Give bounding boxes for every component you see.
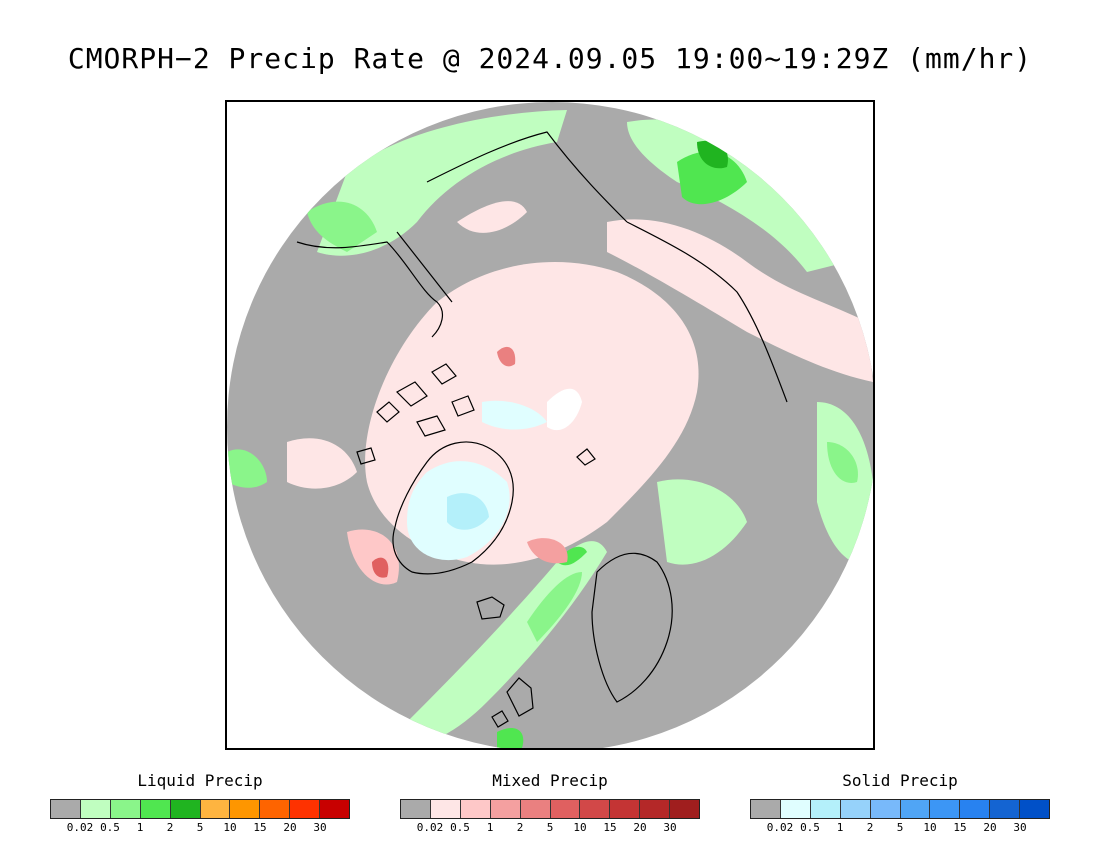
- liquid-area: [827, 442, 858, 483]
- legend-tick-label: 0.5: [450, 821, 470, 834]
- legend-swatch: [230, 800, 261, 818]
- legend-swatch: [751, 800, 781, 818]
- legend-tick-label: 15: [603, 821, 617, 834]
- legend-swatch: [840, 800, 871, 818]
- legend-swatch: [930, 800, 961, 818]
- legend-swatch: [401, 800, 431, 818]
- coastlines: [296, 131, 788, 728]
- liquid-area: [657, 479, 747, 565]
- legend-swatch: [460, 800, 491, 818]
- map-title: CMORPH−2 Precip Rate @ 2024.09.05 19:00~…: [67, 42, 1033, 75]
- legend-tick-label: 15: [953, 821, 967, 834]
- legend-swatch: [430, 800, 461, 818]
- legend-mixed: Mixed Precip 0.02 0.5 1 2 5 10 15 20 30: [400, 770, 700, 837]
- legend-swatch: [870, 800, 901, 818]
- legend-swatch: [110, 800, 141, 818]
- legend-tick-label: 15: [253, 821, 267, 834]
- mixed-area: [457, 201, 527, 233]
- legend-swatch: [550, 800, 581, 818]
- legend-mixed-ticks: 0.02 0.5 1 2 5 10 15 20 30: [400, 821, 700, 837]
- legend-tick-label: 0.02: [66, 821, 94, 834]
- legend-tick-label: 30: [1013, 821, 1027, 834]
- legend-tick-label: 5: [196, 821, 204, 834]
- legend-tick-label: 1: [486, 821, 494, 834]
- legend-tick-label: 10: [223, 821, 237, 834]
- mixed-area: [372, 557, 389, 578]
- legend-swatch: [260, 800, 291, 818]
- legend-tick-label: 20: [283, 821, 297, 834]
- legend-mixed-colorbar: [400, 799, 700, 819]
- legend-tick-label: 0.5: [800, 821, 820, 834]
- legend-tick-label: 30: [313, 821, 327, 834]
- legend-tick-label: 1: [136, 821, 144, 834]
- solid-area: [447, 493, 489, 530]
- legend-tick-label: 2: [866, 821, 874, 834]
- legend-swatch: [51, 800, 81, 818]
- legend-swatch: [520, 800, 551, 818]
- liquid-area: [307, 201, 377, 252]
- legend-swatch: [900, 800, 931, 818]
- legend-tick-label: 2: [166, 821, 174, 834]
- legend-tick-label: 20: [633, 821, 647, 834]
- liquid-area: [497, 727, 524, 748]
- liquid-area: [677, 151, 747, 205]
- mixed-area: [287, 438, 357, 489]
- legend-tick-label: 0.02: [416, 821, 444, 834]
- polar-map-frame: [225, 100, 875, 750]
- polar-map: [227, 102, 873, 748]
- legend-swatch: [290, 800, 321, 818]
- legend-liquid-title: Liquid Precip: [137, 771, 263, 790]
- legend-liquid-colorbar: [50, 799, 350, 819]
- legend-solid-title: Solid Precip: [842, 771, 958, 790]
- mixed-area: [607, 219, 873, 382]
- legend-swatch: [580, 800, 611, 818]
- precip-areas: [227, 110, 873, 748]
- liquid-area: [227, 449, 267, 488]
- legend-tick-label: 10: [573, 821, 587, 834]
- legend-swatch: [670, 800, 700, 818]
- legend-swatch: [990, 800, 1021, 818]
- legend-liquid-ticks: 0.02 0.5 1 2 5 10 15 20 30: [50, 821, 350, 837]
- legend-tick-label: 1: [836, 821, 844, 834]
- legend-swatch: [1020, 800, 1050, 818]
- legend-liquid: Liquid Precip 0.02 0.5 1 2 5 10 15 20 30: [50, 770, 350, 837]
- legend-tick-label: 2: [516, 821, 524, 834]
- liquid-area: [627, 119, 847, 272]
- legend-solid: Solid Precip 0.02 0.5 1 2 5 10 15 20 30: [750, 770, 1050, 837]
- legend-swatch: [140, 800, 171, 818]
- legend-tick-label: 30: [663, 821, 677, 834]
- legend-tick-label: 5: [896, 821, 904, 834]
- mixed-area: [497, 346, 516, 367]
- legend-tick-label: 0.5: [100, 821, 120, 834]
- legend-swatch: [610, 800, 641, 818]
- legend-swatch: [640, 800, 671, 818]
- legend-tick-label: 0.02: [766, 821, 794, 834]
- solid-area: [482, 400, 547, 430]
- legend-solid-colorbar: [750, 799, 1050, 819]
- nodata-area: [547, 388, 582, 431]
- legend-swatch: [490, 800, 521, 818]
- legend-swatch: [200, 800, 231, 818]
- legend-tick-label: 5: [546, 821, 554, 834]
- legend-swatch: [170, 800, 201, 818]
- legend-swatch: [80, 800, 111, 818]
- legend-swatch: [780, 800, 811, 818]
- liquid-area: [527, 572, 582, 642]
- legend-solid-ticks: 0.02 0.5 1 2 5 10 15 20 30: [750, 821, 1050, 837]
- legend-swatch: [320, 800, 350, 818]
- legend-tick-label: 20: [983, 821, 997, 834]
- legend-mixed-title: Mixed Precip: [492, 771, 608, 790]
- legend-swatch: [810, 800, 841, 818]
- mixed-area: [527, 538, 568, 564]
- legend-swatch: [960, 800, 991, 818]
- legend-tick-label: 10: [923, 821, 937, 834]
